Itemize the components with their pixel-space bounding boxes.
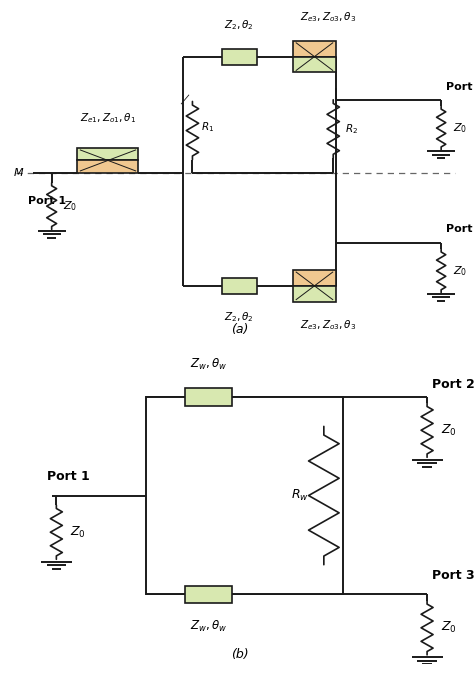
Text: Port 1: Port 1 [28,196,66,206]
FancyBboxPatch shape [222,49,257,64]
FancyBboxPatch shape [293,41,336,57]
Text: (b): (b) [230,648,248,661]
Text: Port 3: Port 3 [446,224,474,235]
FancyBboxPatch shape [185,586,232,603]
FancyBboxPatch shape [77,148,138,161]
FancyBboxPatch shape [146,397,343,595]
FancyBboxPatch shape [293,57,336,73]
Text: $Z_0$: $Z_0$ [441,422,457,438]
Text: $Z_{e3},Z_{o3},\theta_3$: $Z_{e3},Z_{o3},\theta_3$ [301,318,356,332]
Text: $R_2$: $R_2$ [345,122,358,136]
Text: $R_1$: $R_1$ [201,120,214,134]
Text: $Z_0$: $Z_0$ [453,121,467,135]
Text: (a): (a) [231,323,248,336]
FancyBboxPatch shape [293,270,336,286]
Text: M: M [14,168,24,178]
Text: Port 2: Port 2 [446,81,474,92]
Text: Port 3: Port 3 [432,569,474,582]
FancyBboxPatch shape [77,161,138,173]
Text: $Z_0$: $Z_0$ [64,199,78,213]
Text: $Z_w,\theta_w$: $Z_w,\theta_w$ [190,357,227,372]
Text: $\not$: $\not$ [180,93,191,106]
FancyBboxPatch shape [222,278,257,294]
Text: $Z_{e1},Z_{o1},\theta_1$: $Z_{e1},Z_{o1},\theta_1$ [80,111,136,125]
Text: $Z_0$: $Z_0$ [441,620,457,635]
FancyBboxPatch shape [293,286,336,302]
Text: Port 1: Port 1 [47,470,90,483]
Text: $Z_{e3},Z_{o3},\theta_3$: $Z_{e3},Z_{o3},\theta_3$ [301,10,356,24]
Text: Port 2: Port 2 [432,378,474,391]
Text: $Z_0$: $Z_0$ [453,264,467,278]
FancyBboxPatch shape [185,388,232,405]
Text: $Z_0$: $Z_0$ [71,525,86,540]
Text: $Z_2,\theta_2$: $Z_2,\theta_2$ [225,18,254,32]
Text: $Z_2,\theta_2$: $Z_2,\theta_2$ [225,311,254,324]
Text: $Z_w,\theta_w$: $Z_w,\theta_w$ [190,619,227,634]
Text: $R_w$: $R_w$ [291,488,309,503]
